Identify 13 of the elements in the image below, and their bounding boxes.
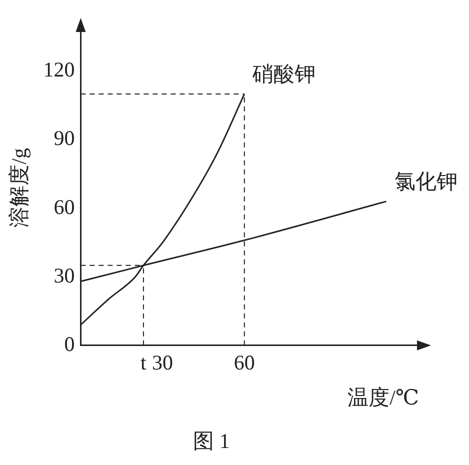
x-axis-title: 温度/℃ (348, 386, 419, 410)
y-axis-title: 溶解度/g (7, 148, 32, 228)
y-tick-label: 120 (43, 58, 75, 82)
y-tick-label: 0 (64, 332, 75, 356)
text: 图 1 (193, 428, 230, 453)
x-tick-label: 30 (152, 350, 174, 375)
y-tick-label: 30 (54, 263, 75, 288)
series-label: 氯化钾 (394, 169, 458, 194)
series-label: 硝酸钾 (251, 62, 316, 86)
x-tick-label: 60 (234, 350, 255, 375)
y-tick-label: 60 (54, 194, 75, 219)
x-tick-label: t (140, 350, 147, 375)
y-tick-label: 90 (54, 126, 75, 150)
